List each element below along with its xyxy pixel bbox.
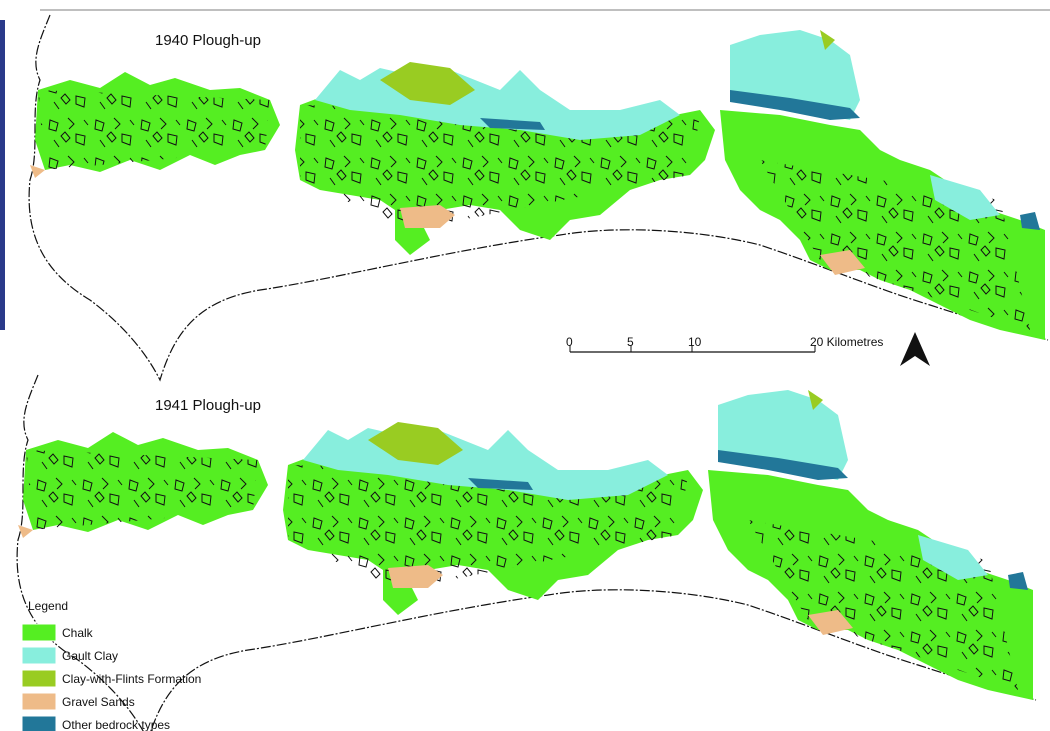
legend: Legend Chalk Gault Clay Clay-with-Flints F…	[22, 599, 201, 731]
legend-label: Chalk	[62, 626, 94, 640]
legend-label: Gravel Sands	[62, 695, 135, 709]
legend-title: Legend	[28, 599, 68, 613]
map-panel	[29, 15, 1048, 380]
legend-label: Other bedrock types	[62, 718, 170, 731]
legend-swatch	[22, 693, 56, 710]
map-title: 1940 Plough-up	[155, 32, 261, 49]
legend-label: Clay-with-Flints Formation	[62, 672, 201, 686]
legend-swatch	[22, 647, 56, 664]
north-arrow	[900, 332, 930, 366]
scale-label: 0	[566, 335, 573, 349]
edge-bar	[0, 20, 5, 330]
map-title: 1941 Plough-up	[155, 397, 261, 414]
scale-label: 10	[688, 335, 702, 349]
legend-label: Gault Clay	[62, 649, 118, 663]
legend-swatch	[22, 716, 56, 731]
legend-swatch	[22, 624, 56, 641]
scale-label: 5	[627, 335, 634, 349]
legend-swatch	[22, 670, 56, 687]
scale-bar: 0 5 10 20 Kilometres	[566, 335, 883, 352]
scale-label: 20 Kilometres	[810, 335, 883, 349]
map-figure: 1940 Plough-up 1941 Plough-up 0 5 10 20 …	[0, 0, 1050, 731]
